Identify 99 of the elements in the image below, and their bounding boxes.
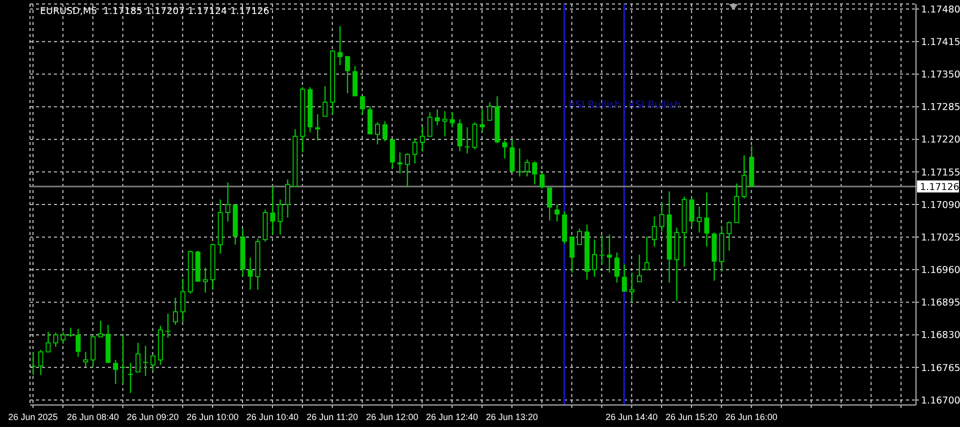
candlestick — [382, 120, 388, 142]
y-tick-label: 1.17090 — [921, 200, 960, 211]
candlestick — [450, 112, 455, 128]
y-tick-label: 1.16830 — [921, 330, 960, 342]
y-tick-label: 1.16765 — [921, 362, 960, 374]
candlestick — [472, 122, 478, 150]
candlestick — [540, 172, 545, 190]
y-tick-label: 1.17480 — [921, 4, 960, 16]
candlestick — [390, 138, 395, 170]
candlestick — [60, 331, 66, 344]
y-tick-label: 1.17285 — [921, 102, 960, 114]
candlestick — [636, 254, 642, 282]
candlestick — [180, 278, 186, 322]
candlestick — [360, 96, 366, 115]
candlestick — [38, 349, 44, 376]
candlestick — [599, 234, 604, 266]
ref-line-label: RSI Bullish — [568, 100, 621, 111]
y-tick-label: 1.17415 — [921, 36, 960, 48]
candlestick — [46, 331, 51, 352]
ref-line-label: 1.17126 — [920, 182, 960, 193]
candlestick — [143, 345, 148, 377]
candlestick — [76, 328, 81, 358]
candlestick — [136, 342, 141, 373]
x-tick-label: 26 Jun 11:20 — [306, 412, 358, 422]
candlestick — [659, 202, 664, 232]
candlestick — [434, 108, 440, 126]
candlestick — [629, 272, 634, 302]
candlestick — [644, 236, 650, 270]
y-tick-label: 1.16895 — [921, 298, 960, 309]
x-tick-label: 26 Jun 2025 — [8, 412, 58, 422]
candlestick — [577, 228, 582, 246]
candlestick — [322, 86, 328, 117]
candlestick — [704, 192, 710, 248]
chart-title: EURUSD,M5 1.17185 1.17207 1.17124 1.17126 — [40, 6, 270, 17]
candlestick — [502, 140, 508, 159]
candlestick — [83, 351, 88, 368]
x-tick-label: 26 Jun 13:20 — [486, 412, 538, 422]
y-tick-label: 1.16960 — [921, 265, 960, 276]
candlestick — [442, 110, 448, 137]
candlestick — [345, 56, 350, 94]
candlestick — [487, 102, 492, 121]
x-tick-label: 26 Jun 12:00 — [366, 412, 418, 422]
x-tick-label: 26 Jun 10:40 — [246, 412, 298, 422]
candlestick — [270, 186, 276, 236]
candlestick — [68, 327, 74, 338]
candlestick — [457, 118, 462, 152]
y-tick-label: 1.17350 — [921, 70, 960, 81]
candlestick — [689, 196, 694, 228]
x-tick-label: 26 Jun 16:00 — [725, 412, 778, 422]
candlestick — [404, 152, 410, 188]
candlestick — [172, 297, 178, 326]
candlestick — [285, 178, 290, 218]
x-tick-label: 26 Jun 14:40 — [606, 412, 658, 422]
candlestick — [696, 206, 702, 234]
x-tick-label: 26 Jun 12:40 — [426, 412, 478, 422]
candlestick — [532, 160, 538, 186]
candlestick — [554, 204, 560, 222]
candlestick — [547, 186, 552, 222]
candlestick — [338, 25, 343, 66]
candlestick — [570, 236, 575, 274]
candlestick — [606, 234, 612, 274]
candlestick — [150, 355, 156, 372]
candlestick — [420, 126, 425, 152]
candlestick — [742, 154, 747, 200]
candlestick — [225, 182, 230, 222]
candlestick — [98, 320, 104, 338]
candlestick — [614, 252, 620, 284]
candlestick — [524, 158, 530, 178]
ref-line-label: RSI Bullish — [628, 100, 681, 111]
candlestick — [622, 264, 627, 292]
candlestick — [464, 126, 470, 154]
candlestick — [374, 122, 380, 145]
candlestick — [53, 332, 58, 348]
candlestick — [30, 351, 36, 376]
y-tick-label: 1.17220 — [921, 134, 960, 146]
candlestick — [726, 220, 732, 252]
candlestick — [248, 257, 253, 290]
x-tick-label: 26 Jun 08:40 — [66, 412, 119, 422]
x-tick-label: 26 Jun 10:00 — [186, 412, 239, 422]
candlestick — [165, 313, 170, 338]
candlestick — [128, 362, 134, 394]
candlestick — [202, 267, 208, 294]
y-tick-label: 1.17025 — [921, 232, 960, 244]
candlestick — [412, 138, 418, 164]
candlestick — [427, 112, 432, 137]
candlestick — [90, 334, 96, 368]
candlestick — [480, 108, 485, 132]
candlestick — [113, 359, 118, 385]
candlestick — [517, 148, 522, 178]
candlestick — [592, 238, 597, 278]
candlestick — [397, 152, 402, 174]
y-tick-label: 1.17155 — [921, 167, 960, 178]
x-tick-label: 26 Jun 15:20 — [665, 412, 718, 422]
candlestick — [278, 198, 283, 236]
candlestick — [315, 114, 320, 141]
y-tick-label: 1.16700 — [921, 395, 960, 406]
candlestick — [652, 216, 657, 248]
x-tick-label: 26 Jun 09:20 — [126, 412, 179, 422]
candlestick — [120, 334, 126, 385]
